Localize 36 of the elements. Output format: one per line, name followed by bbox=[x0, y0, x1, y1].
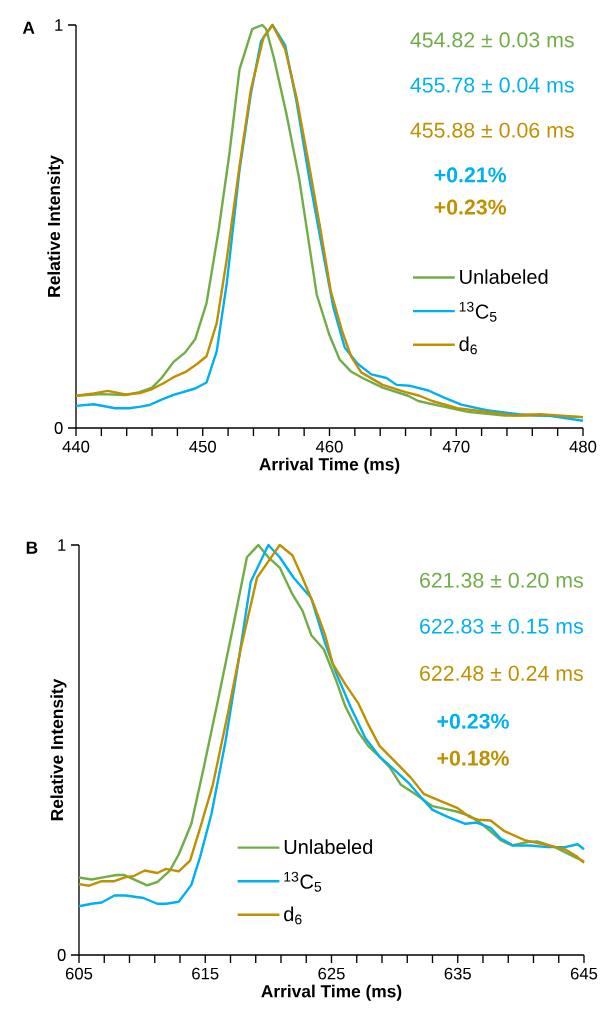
chart-title: B bbox=[26, 541, 38, 554]
y-tick-label: 1 bbox=[58, 539, 66, 551]
legend-label: Unlabeled bbox=[460, 269, 548, 284]
x-axis-title: Arrival Time (ms) bbox=[259, 457, 400, 474]
x-tick-label: 450 bbox=[189, 440, 216, 453]
annotation: 621.38 ± 0.20 ms bbox=[420, 572, 583, 588]
annotation: +0.18% bbox=[437, 750, 509, 766]
legend-label: Unlabeled bbox=[284, 839, 373, 855]
legend-label: d$_{6}$ bbox=[284, 906, 302, 925]
annotation: +0.23% bbox=[437, 713, 509, 729]
legend-label: d$_{6}$ bbox=[459, 336, 477, 355]
x-tick-label: 460 bbox=[315, 440, 343, 453]
annotation: 455.88 ± 0.06 ms bbox=[410, 122, 574, 138]
annotation: +0.23% bbox=[434, 199, 507, 215]
x-tick-label: 645 bbox=[570, 967, 598, 980]
y-axis-title: Relative Intensity bbox=[50, 678, 67, 821]
y-tick-label: 1 bbox=[55, 19, 63, 31]
x-axis-title: Arrival Time (ms) bbox=[261, 984, 402, 1001]
x-tick-label: 635 bbox=[444, 967, 471, 980]
annotation: 622.48 ± 0.24 ms bbox=[420, 665, 583, 681]
legend-label: $^{13}$C$_{5}$ bbox=[284, 871, 322, 892]
chart-title: A bbox=[22, 21, 35, 34]
x-tick-label: 615 bbox=[192, 967, 219, 980]
annotation: +0.21% bbox=[434, 167, 507, 183]
x-tick-label: 625 bbox=[318, 967, 345, 980]
x-tick-label: 480 bbox=[569, 440, 597, 453]
annotation: 455.78 ± 0.04 ms bbox=[410, 77, 574, 93]
x-tick-label: 470 bbox=[442, 440, 470, 453]
legend-label: $^{13}$C$_{5}$ bbox=[459, 301, 497, 322]
y-axis-title: Relative Intensity bbox=[47, 155, 64, 297]
y-tick-label: 0 bbox=[57, 949, 66, 961]
x-tick-label: 440 bbox=[62, 440, 90, 453]
y-tick-label: 0 bbox=[54, 422, 63, 434]
annotation: 454.82 ± 0.03 ms bbox=[410, 32, 574, 48]
annotation: 622.83 ± 0.15 ms bbox=[420, 618, 583, 634]
x-tick-label: 605 bbox=[65, 967, 93, 980]
